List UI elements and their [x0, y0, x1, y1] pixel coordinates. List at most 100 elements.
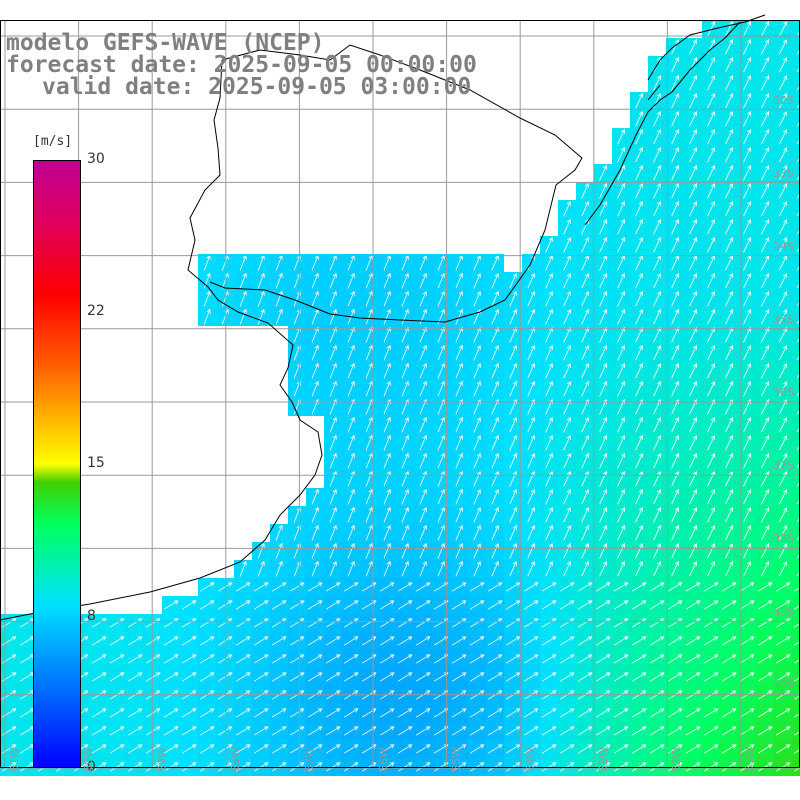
wind-arrow [779, 219, 788, 235]
wind-arrow [473, 434, 481, 451]
wind-arrow [689, 201, 698, 217]
wind-arrow [725, 345, 734, 361]
wind-cell [792, 128, 800, 146]
wind-arrow [581, 524, 589, 541]
wind-arrow [455, 452, 463, 469]
coastline [0, 59, 323, 621]
wind-arrow [635, 327, 643, 343]
wind-arrow [707, 219, 716, 235]
wind-arrow [721, 672, 737, 682]
wind-arrow [725, 93, 734, 109]
wind-arrow [109, 672, 125, 682]
wind-arrow [469, 600, 485, 610]
wind-arrow [455, 506, 463, 523]
wind-arrow [379, 708, 395, 718]
wind-arrow [199, 708, 215, 718]
wind-arrow [217, 744, 233, 754]
wind-arrow [257, 290, 265, 307]
wind-arrow [757, 708, 773, 718]
wind-arrow [653, 525, 662, 541]
wind-arrow [689, 147, 698, 163]
wind-arrow [779, 93, 788, 109]
wind-arrow [613, 636, 629, 646]
wind-arrow [667, 726, 683, 736]
wind-arrow [617, 380, 625, 397]
wind-arrow [743, 93, 752, 109]
wind-arrow [437, 560, 445, 577]
wind-arrow [473, 470, 481, 487]
wind-arrow [347, 506, 355, 523]
wind-arrow [325, 600, 341, 610]
wind-arrow [127, 744, 143, 754]
wind-arrow [577, 726, 593, 736]
wind-arrow [1, 708, 17, 718]
wind-arrow [365, 272, 373, 289]
wind-arrow [617, 452, 625, 469]
wind-arrow [671, 93, 680, 109]
wind-arrow [91, 726, 107, 736]
wind-arrow [541, 744, 557, 754]
wind-arrow [509, 290, 517, 307]
wind-arrow [415, 636, 431, 646]
wind-arrow [527, 434, 535, 451]
wind-arrow [307, 654, 323, 664]
wind-arrow [563, 488, 571, 505]
wind-arrow [469, 636, 485, 646]
wind-arrow [415, 600, 431, 610]
wind-cell [792, 272, 800, 290]
wind-cell [792, 650, 800, 668]
wind-arrow [91, 672, 107, 682]
wind-arrow [631, 672, 647, 682]
wind-arrow [725, 471, 734, 487]
wind-arrow [509, 560, 517, 577]
wind-arrow [329, 290, 337, 307]
lon-label-51w: 51W [743, 747, 756, 772]
wind-cell [792, 506, 800, 524]
wind-arrow [523, 726, 539, 736]
wind-arrow [617, 236, 625, 253]
lat-label-40s: 40S [773, 678, 794, 691]
lat-label-34s: 34S [773, 240, 794, 253]
wind-arrow [761, 165, 770, 181]
wind-arrow [455, 362, 463, 379]
wind-arrow [217, 582, 233, 592]
wind-arrow [653, 345, 662, 361]
wind-arrow [343, 600, 359, 610]
wind-arrow [739, 744, 755, 754]
wind-arrow [383, 344, 391, 361]
wind-arrow [343, 582, 359, 592]
wind-arrow [527, 560, 535, 577]
wind-cell [792, 110, 800, 128]
wind-arrow [775, 600, 791, 610]
lon-label-59w: 59W [156, 747, 169, 772]
wind-arrow [743, 381, 752, 397]
colorbar-units: [m/s] [33, 134, 73, 149]
wind-arrow [671, 417, 680, 433]
wind-arrow [311, 488, 319, 505]
wind-arrow [145, 672, 161, 682]
wind-arrow [797, 462, 800, 469]
wind-arrow [743, 183, 752, 199]
wind-arrow [311, 524, 319, 541]
wind-arrow [545, 236, 553, 253]
wind-arrow [545, 434, 553, 451]
wind-arrow [653, 273, 662, 289]
wind-arrow [415, 726, 431, 736]
wind-arrow [707, 435, 716, 451]
wind-arrow [527, 308, 535, 325]
wind-arrow [559, 726, 575, 736]
wind-arrow [761, 147, 770, 163]
wind-arrow [563, 560, 571, 577]
wind-arrow [617, 146, 625, 163]
wind-arrow [635, 165, 643, 181]
wind-arrow [617, 164, 625, 181]
wind-arrow [649, 600, 665, 610]
wind-arrow [127, 672, 143, 682]
wind-arrow [253, 726, 269, 736]
title-valid-date: valid date: 2025-09-05 03:00:00 [42, 74, 472, 100]
wind-arrow [649, 744, 665, 754]
wind-cell [792, 524, 800, 542]
wind-arrow [253, 672, 269, 682]
wind-arrow [703, 600, 719, 610]
lon-label-53w: 53W [597, 747, 610, 772]
